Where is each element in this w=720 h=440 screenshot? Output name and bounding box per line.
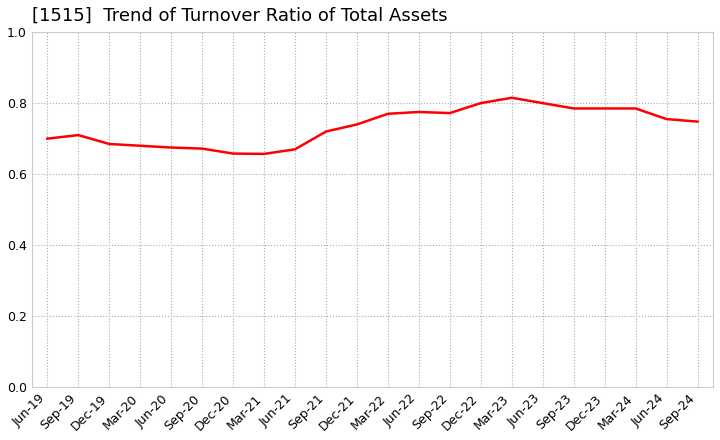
Text: [1515]  Trend of Turnover Ratio of Total Assets: [1515] Trend of Turnover Ratio of Total … [32,7,447,25]
